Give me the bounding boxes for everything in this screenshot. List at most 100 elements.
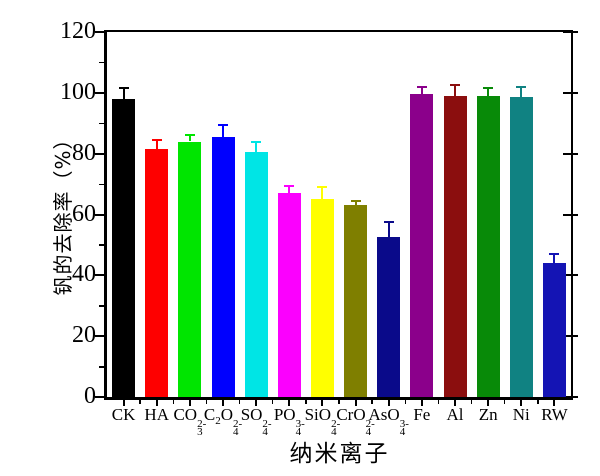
right-major-tick: [563, 152, 578, 155]
error-bar-cap: [350, 199, 361, 202]
x-minor-tick: [404, 400, 407, 404]
x-major-tick: [454, 400, 456, 406]
y-minor-tick: [99, 122, 104, 125]
x-tick-label-Fe: Fe: [413, 405, 431, 424]
error-bar-line: [354, 200, 357, 206]
x-minor-tick: [139, 400, 141, 404]
error-bar-line: [155, 139, 158, 150]
bar-Al: [443, 95, 467, 397]
x-minor-tick: [470, 400, 473, 404]
y-major-tick: [95, 335, 104, 338]
x-minor-tick: [437, 400, 440, 404]
bar-Zn: [476, 95, 500, 397]
error-bar-cap: [151, 138, 162, 141]
error-bar-line: [222, 124, 224, 137]
ion-charge-stack: 2- 3: [197, 418, 207, 438]
y-tick-label: 80: [72, 139, 96, 166]
ion-charge-stack: 3- 4: [295, 418, 305, 438]
x-major-tick: [553, 400, 556, 406]
x-tick-label-Ni: Ni: [512, 405, 530, 424]
y-major-tick: [95, 152, 104, 155]
x-axis-title: 纳米离子: [289, 441, 390, 467]
x-minor-tick: [205, 400, 208, 404]
x-major-tick: [487, 400, 490, 406]
y-tick-label: 100: [60, 78, 96, 105]
x-minor-tick: [305, 400, 307, 404]
bar-Ni: [509, 97, 533, 397]
ion-charge-stack: 2- 4: [262, 418, 272, 438]
error-bar-cap: [483, 87, 494, 90]
x-major-tick: [288, 400, 291, 406]
x-tick-label-C2O42-: C2O 2- 4: [203, 405, 243, 438]
ion-charge-stack: 2- 4: [331, 418, 341, 438]
x-major-tick: [520, 400, 523, 406]
error-bar-line: [387, 222, 390, 238]
x-tick-label-AsO43-: AsO 3- 4: [368, 405, 409, 438]
x-tick-label-Zn: Zn: [478, 405, 498, 424]
error-bar-line: [122, 88, 125, 99]
x-tick-label-CK: CK: [111, 405, 136, 424]
error-bar-line: [454, 85, 456, 96]
error-bar-cap: [184, 134, 195, 137]
error-bar-line: [420, 86, 423, 95]
ion-charge-stack: 3- 4: [399, 418, 409, 438]
y-tick-label: 120: [60, 18, 96, 45]
x-axis-line: [104, 397, 573, 400]
x-major-tick: [155, 400, 158, 406]
x-minor-tick: [172, 400, 175, 404]
y-major-tick: [95, 91, 104, 94]
x-minor-tick: [238, 400, 241, 404]
bar-SO42-: [244, 152, 268, 397]
x-major-tick: [222, 400, 224, 406]
x-minor-tick: [338, 400, 340, 404]
y-minor-tick: [99, 366, 104, 368]
y-tick-label: 0: [84, 383, 96, 410]
error-bar-line: [321, 187, 324, 200]
ion-charge-stack: 2- 4: [232, 418, 243, 438]
y-major-tick: [95, 31, 104, 33]
y-minor-tick: [99, 183, 104, 186]
right-major-tick: [563, 396, 578, 398]
subscript: 2: [215, 415, 221, 427]
y-major-tick: [95, 396, 104, 398]
error-bar-line: [553, 254, 556, 264]
bar-CrO42-: [344, 205, 368, 397]
bar-PO43-: [277, 193, 301, 397]
error-bar-line: [188, 135, 191, 142]
x-minor-tick: [371, 400, 373, 404]
y-tick-label: 20: [72, 322, 96, 349]
x-major-tick: [420, 400, 423, 406]
error-bar-line: [520, 86, 523, 98]
bar-CK: [112, 98, 136, 397]
bar-RW: [542, 263, 566, 397]
x-minor-tick: [271, 400, 274, 404]
error-bar-cap: [450, 84, 460, 87]
error-bar-cap: [118, 87, 129, 90]
error-bar-cap: [218, 123, 228, 126]
x-major-tick: [122, 400, 125, 406]
y-minor-tick: [99, 305, 104, 307]
error-bar-line: [255, 141, 258, 153]
x-major-tick: [387, 400, 390, 406]
y-major-tick: [95, 274, 104, 277]
x-minor-tick: [503, 400, 506, 404]
x-tick-label-PO43-: PO 3- 4: [273, 405, 305, 438]
error-bar-line: [487, 88, 490, 96]
x-tick-label-CrO42-: CrO 2- 4: [336, 405, 375, 438]
x-tick-label-SiO42-: SiO 2- 4: [304, 405, 341, 438]
bar-C2O42-: [211, 136, 235, 397]
right-major-tick: [563, 91, 578, 94]
error-bar-cap: [317, 186, 328, 189]
error-bar-cap: [284, 184, 295, 187]
x-tick-label-CO32-: CO 2- 3: [173, 405, 207, 438]
y-axis-line: [104, 30, 107, 400]
bar-CO32-: [178, 141, 202, 397]
y-minor-tick: [99, 244, 104, 246]
error-bar-line: [288, 185, 291, 194]
top-axis-line: [104, 30, 573, 32]
y-major-tick: [95, 213, 104, 216]
y-tick-label: 60: [72, 200, 96, 227]
x-tick-label-SO42-: SO 2- 4: [240, 405, 272, 438]
right-major-tick: [563, 213, 578, 216]
